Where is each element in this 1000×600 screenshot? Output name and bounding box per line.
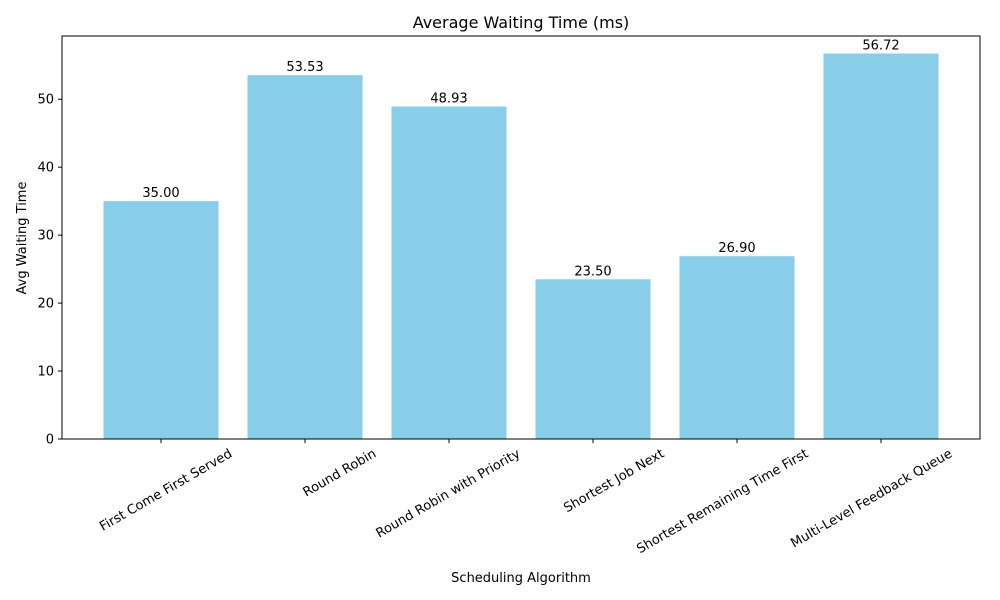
- x-tick-label-2: Round Robin with Priority: [374, 446, 524, 541]
- x-tick-label-4: Shortest Remaining Time First: [634, 446, 811, 557]
- bar-1: [247, 75, 363, 439]
- data-label-0: 35.00: [142, 186, 179, 201]
- data-label-5: 56.72: [862, 39, 899, 54]
- chart-title: Average Waiting Time (ms): [413, 13, 630, 32]
- x-tick-label-0: First Come First Served: [97, 446, 235, 534]
- bar-5: [823, 53, 939, 439]
- x-tick-label-1: Round Robin: [301, 446, 379, 500]
- data-label-3: 23.50: [574, 264, 611, 279]
- x-axis-label: Scheduling Algorithm: [451, 571, 591, 586]
- data-label-4: 26.90: [718, 241, 755, 256]
- bar-4: [679, 256, 795, 439]
- y-axis: 0 10 20 30 40 50: [37, 93, 62, 448]
- bar-2: [391, 106, 507, 439]
- x-tick-label-5: Multi-Level Feedback Queue: [788, 446, 955, 551]
- plot-frame: [61, 35, 981, 440]
- x-axis: First Come First Served Round RobinRound …: [97, 439, 955, 557]
- bar-0: [103, 201, 219, 439]
- y-axis-label: Avg Waiting Time: [15, 182, 30, 295]
- y-tick-label-0: 0: [46, 433, 54, 448]
- y-tick-label-4: 40: [37, 161, 54, 176]
- data-label-1: 53.53: [286, 60, 323, 75]
- y-tick-label-2: 20: [37, 297, 54, 312]
- y-tick-label-5: 50: [37, 93, 54, 108]
- bars-group: 35.00 53.53 48.93 23.50 26.90 56.72: [103, 39, 939, 439]
- x-tick-label-3: Shortest Job Next: [561, 446, 667, 516]
- bar-3: [535, 279, 651, 439]
- data-label-2: 48.93: [430, 91, 467, 106]
- y-tick-label-1: 10: [37, 365, 54, 380]
- y-tick-label-3: 30: [37, 229, 54, 244]
